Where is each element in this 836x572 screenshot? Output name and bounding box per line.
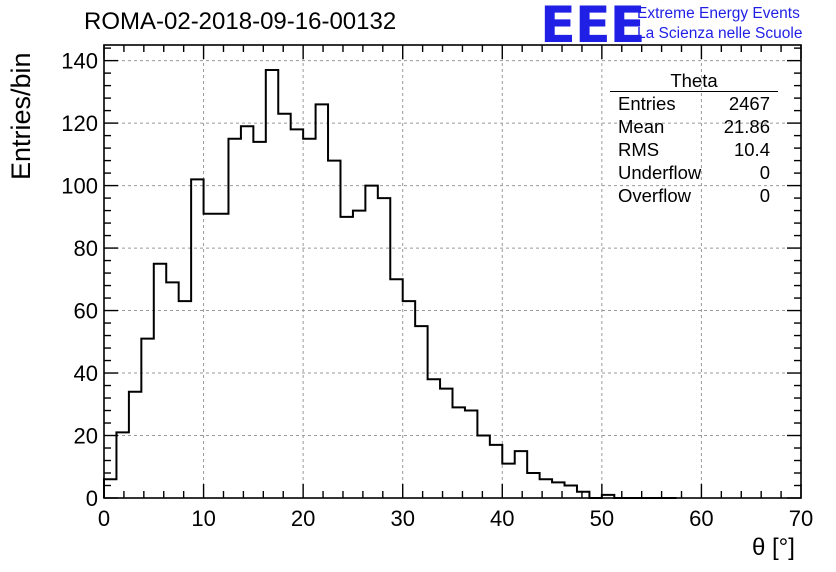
histogram-bin: [104, 479, 116, 498]
histogram-bin: [490, 445, 502, 498]
histogram-bin: [378, 198, 390, 498]
tagline-line-1: Extreme Energy Events: [637, 5, 800, 22]
stats-label: RMS: [618, 139, 660, 160]
run-title: ROMA-02-2018-09-16-00132: [84, 8, 397, 35]
y-tick-label: 80: [74, 236, 98, 261]
stats-value: 10.4: [733, 139, 770, 160]
histogram-bin: [154, 264, 166, 498]
histogram-bin: [353, 211, 365, 498]
histogram-bin: [278, 114, 290, 498]
histogram-bin: [328, 161, 340, 498]
histogram-bin: [316, 104, 328, 498]
stats-row-rms: RMS 10.4: [610, 138, 778, 161]
stats-title: Theta: [610, 70, 778, 92]
x-tick-label: 60: [689, 506, 713, 531]
x-tick-label: 50: [590, 506, 614, 531]
histogram-bin: [453, 407, 465, 498]
y-tick-label: 0: [86, 486, 98, 511]
histogram-bin: [228, 139, 240, 498]
y-tick-label: 60: [74, 299, 98, 324]
histogram-bin: [365, 186, 377, 498]
histogram-bin: [204, 214, 216, 498]
stats-value: 0: [759, 162, 770, 183]
histogram-bin: [166, 282, 178, 498]
histogram-bin: [403, 301, 415, 498]
histogram-bin: [415, 326, 427, 498]
y-axis-label-container: Entries/bin: [6, 40, 46, 190]
stats-value: 21.86: [723, 116, 770, 137]
histogram-bin: [266, 70, 278, 498]
stats-row-entries: Entries 2467: [610, 92, 778, 115]
x-tick-label: 20: [291, 506, 315, 531]
tagline-line-2: La Scienza nelle Scuole: [637, 25, 803, 42]
histogram-bin: [191, 179, 203, 498]
stats-label: Entries: [618, 93, 676, 114]
histogram-bin: [565, 486, 577, 498]
histogram-bin: [515, 451, 527, 498]
histogram-bin: [390, 279, 402, 498]
histogram-bin: [577, 492, 589, 498]
stats-value: 0: [759, 185, 770, 206]
histogram-bin: [303, 139, 315, 498]
y-tick-label: 140: [61, 49, 98, 74]
histogram-bin: [428, 379, 440, 498]
y-tick-label: 40: [74, 361, 98, 386]
x-tick-label: 0: [98, 506, 110, 531]
y-tick-label: 20: [74, 424, 98, 449]
histogram-bin: [340, 217, 352, 498]
histogram-bin: [502, 464, 514, 498]
histogram-bin: [241, 126, 253, 498]
histogram-bin: [216, 214, 228, 498]
histogram-bin: [527, 473, 539, 498]
stats-label: Overflow: [618, 185, 691, 206]
histogram-bin: [291, 129, 303, 498]
stats-row-overflow: Overflow 0: [610, 184, 778, 207]
stats-value: 2467: [728, 93, 770, 114]
histogram-bin: [129, 392, 141, 498]
stats-box: Theta Entries 2467 Mean 21.86 RMS 10.4 U…: [610, 70, 778, 207]
x-tick-label: 70: [789, 506, 813, 531]
histogram-bin: [465, 411, 477, 498]
x-axis-label: θ [°]: [752, 534, 795, 561]
x-tick-label: 40: [490, 506, 514, 531]
y-tick-label: 100: [61, 174, 98, 199]
x-tick-label: 30: [390, 506, 414, 531]
histogram-bin: [116, 432, 128, 498]
y-tick-label: 120: [61, 111, 98, 136]
histogram-bin: [477, 436, 489, 498]
stats-label: Underflow: [618, 162, 702, 183]
x-tick-label: 10: [191, 506, 215, 531]
histogram-bin: [179, 301, 191, 498]
stats-row-underflow: Underflow 0: [610, 161, 778, 184]
histogram-bin: [253, 142, 265, 498]
histogram-outline: [103, 68, 677, 499]
stats-label: Mean: [618, 116, 665, 137]
y-axis-label: Entries/bin: [6, 52, 36, 180]
stats-row-mean: Mean 21.86: [610, 115, 778, 138]
plot-frame: [103, 44, 802, 499]
histogram-bin: [141, 339, 153, 498]
eee-logo: EEE: [540, 0, 645, 54]
histogram-bin: [440, 389, 452, 498]
